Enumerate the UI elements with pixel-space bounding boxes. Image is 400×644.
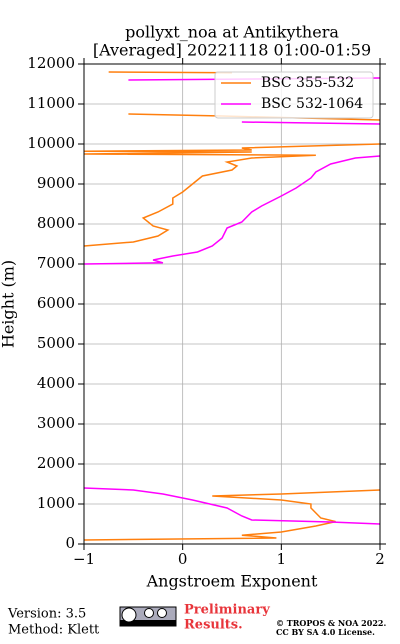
x-tick-label: 2: [375, 550, 385, 568]
y-tick-label: 4000: [37, 374, 75, 392]
x-tick-label: 0: [178, 550, 188, 568]
data-line: [83, 71, 381, 541]
y-tick-label: 1000: [37, 494, 75, 512]
method: Method: Klett: [8, 623, 100, 638]
version: Version: 3.5: [7, 607, 86, 622]
legend-label: BSC 532-1064: [261, 96, 363, 112]
y-tick-label: 9000: [37, 174, 75, 192]
chart-title: pollyxt_noa at Antikythera: [125, 23, 339, 42]
plot-frame: [83, 63, 381, 545]
y-tick-label: 5000: [37, 334, 75, 352]
legend-label: BSC 355-532: [261, 75, 354, 91]
legend-box: [214, 71, 374, 119]
cc-logo: [119, 606, 177, 627]
y-tick-label: 2000: [37, 454, 75, 472]
y-tick-label: 0: [65, 534, 75, 552]
preliminary-note: Results.: [184, 618, 243, 633]
copyright: CC BY SA 4.0 License.: [276, 627, 375, 637]
x-tick-label: −1: [73, 550, 95, 568]
y-tick-label: 10000: [27, 134, 75, 152]
y-tick-label: 3000: [37, 414, 75, 432]
x-tick-label: 1: [277, 550, 287, 568]
copyright: © TROPOS & NOA 2022.: [276, 618, 386, 628]
chart-title: [Averaged] 20221118 01:00-01:59: [93, 41, 371, 60]
y-tick-label: 7000: [37, 254, 75, 272]
y-axis-label: Height (m): [0, 260, 18, 348]
y-tick-label: 11000: [27, 94, 75, 112]
preliminary-note: Preliminary: [184, 603, 270, 618]
y-tick-label: 8000: [37, 214, 75, 232]
y-tick-label: 12000: [27, 54, 75, 72]
y-tick-label: 6000: [37, 294, 75, 312]
data-line: [83, 77, 381, 525]
x-axis-label: Angstroem Exponent: [146, 572, 318, 591]
